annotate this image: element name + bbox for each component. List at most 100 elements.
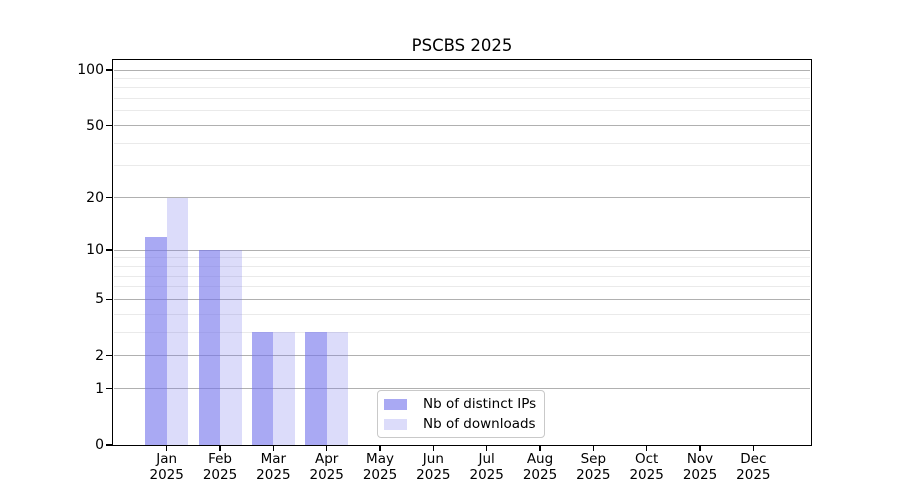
gridline-major-100 (114, 69, 810, 71)
y-tick-1 (106, 387, 112, 390)
gridline-minor-9 (114, 257, 810, 259)
bar-downloads-feb (220, 250, 242, 445)
x-tick-label-line: Dec (740, 451, 767, 467)
x-tick-label-dec: Dec 2025 (725, 451, 781, 483)
gridline-major-1 (114, 388, 810, 390)
x-tick-label-line: Feb (208, 451, 232, 467)
gridline-minor-8 (114, 265, 810, 267)
chart-title: PSCBS 2025 (411, 36, 513, 55)
x-tick-jul (485, 446, 488, 451)
legend-swatch-distinct-ips (384, 398, 407, 410)
bar-distinct-ips-mar (251, 332, 274, 445)
x-tick-label-line: Nov (686, 451, 714, 467)
y-tick-label-50: 50 (86, 117, 104, 134)
x-tick-label-line: 2025 (256, 466, 291, 483)
gridline-minor-6 (114, 286, 810, 288)
gridline-minor-7 (114, 275, 810, 277)
bar-distinct-ips-feb (198, 250, 221, 445)
bar-distinct-ips-jan (145, 236, 167, 445)
y-tick-label-0: 0 (95, 437, 104, 453)
x-tick-label-apr: Apr 2025 (299, 451, 355, 483)
x-tick-label-line: Jul (478, 451, 495, 467)
x-tick-aug (539, 446, 541, 451)
y-tick-0 (106, 444, 112, 446)
x-tick-label-aug: Aug 2025 (512, 451, 568, 483)
x-tick-label-line: 2025 (149, 466, 184, 483)
bar-distinct-ips-apr (305, 332, 327, 445)
x-tick-label-line: 2025 (362, 466, 398, 483)
x-tick-jan (166, 446, 168, 451)
x-tick-label-line: Jun (422, 451, 444, 467)
bar-downloads-mar (273, 332, 295, 445)
gridline-major-20 (114, 197, 810, 199)
x-tick-label-line: Apr (315, 451, 339, 467)
y-tick-label-10: 10 (86, 242, 104, 259)
gridline-minor-90 (114, 77, 810, 79)
gridline-minor-70 (114, 98, 810, 100)
x-tick-label-jul: Jul 2025 (459, 451, 515, 483)
bar-downloads-jan (166, 197, 189, 445)
y-tick-label-2: 2 (95, 347, 104, 364)
legend-swatch-downloads (384, 418, 407, 430)
x-tick-feb (219, 446, 221, 451)
x-tick-label-sep: Sep 2025 (565, 451, 621, 483)
x-tick-may (379, 446, 381, 451)
x-tick-label-line: Aug (526, 451, 554, 467)
x-tick-label-line: 2025 (522, 466, 558, 483)
x-tick-label-line: 2025 (576, 466, 611, 483)
gridline-major-50 (114, 125, 810, 127)
y-tick-label-5: 5 (95, 291, 104, 308)
gridline-major-5 (114, 298, 810, 300)
legend-label-downloads: Nb of downloads (423, 415, 536, 432)
legend-item-distinct-ips: Nb of distinct IPs (384, 396, 536, 413)
gridline-minor-60 (114, 110, 810, 112)
x-tick-label-line: May (366, 451, 394, 467)
gridline-minor-3 (114, 331, 810, 333)
x-tick-label-line: 2025 (736, 466, 771, 483)
x-tick-label-feb: Feb 2025 (192, 451, 248, 483)
x-tick-label-line: 2025 (202, 466, 238, 483)
legend: Nb of distinct IPs Nb of downloads (377, 390, 545, 438)
y-tick-100 (106, 69, 112, 71)
gridline-minor-30 (114, 165, 810, 167)
y-tick-2 (106, 355, 112, 357)
x-tick-label-jan: Jan 2025 (139, 451, 195, 483)
x-tick-label-line: 2025 (309, 466, 344, 483)
y-tick-10 (106, 249, 112, 251)
x-tick-label-jun: Jun 2025 (405, 451, 461, 483)
x-tick-dec (752, 446, 755, 451)
y-tick-label-1: 1 (95, 380, 104, 397)
x-tick-label-line: Mar (260, 451, 287, 467)
y-tick-50 (106, 124, 112, 127)
x-tick-apr (325, 446, 328, 451)
x-tick-label-may: May 2025 (352, 451, 408, 483)
gridline-minor-40 (114, 142, 810, 144)
gridline-major-10 (114, 249, 810, 251)
x-tick-label-line: 2025 (469, 466, 504, 483)
x-tick-mar (272, 446, 275, 451)
x-tick-jun (432, 446, 435, 451)
x-tick-label-line: Oct (634, 451, 659, 467)
gridline-minor-4 (114, 313, 810, 315)
x-tick-label-oct: Oct 2025 (619, 451, 675, 483)
x-tick-sep (592, 446, 595, 451)
y-tick-20 (106, 196, 112, 199)
x-tick-label-mar: Mar 2025 (245, 451, 301, 483)
gridline-major-2 (114, 355, 810, 357)
x-tick-label-line: Sep (580, 451, 607, 467)
y-tick-5 (106, 298, 112, 301)
legend-item-downloads: Nb of downloads (384, 416, 536, 433)
x-tick-label-line: 2025 (416, 466, 451, 483)
legend-label-distinct-ips: Nb of distinct IPs (423, 395, 537, 412)
x-tick-label-line: 2025 (629, 466, 664, 483)
bar-downloads-apr (326, 332, 349, 445)
x-tick-label-line: Jan (156, 451, 178, 467)
x-tick-nov (699, 446, 701, 451)
y-tick-label-20: 20 (86, 189, 104, 206)
gridline-minor-80 (114, 87, 810, 89)
y-tick-label-100: 100 (77, 62, 104, 78)
x-tick-label-nov: Nov 2025 (672, 451, 728, 483)
x-tick-oct (645, 446, 648, 451)
x-tick-label-line: 2025 (682, 466, 718, 483)
